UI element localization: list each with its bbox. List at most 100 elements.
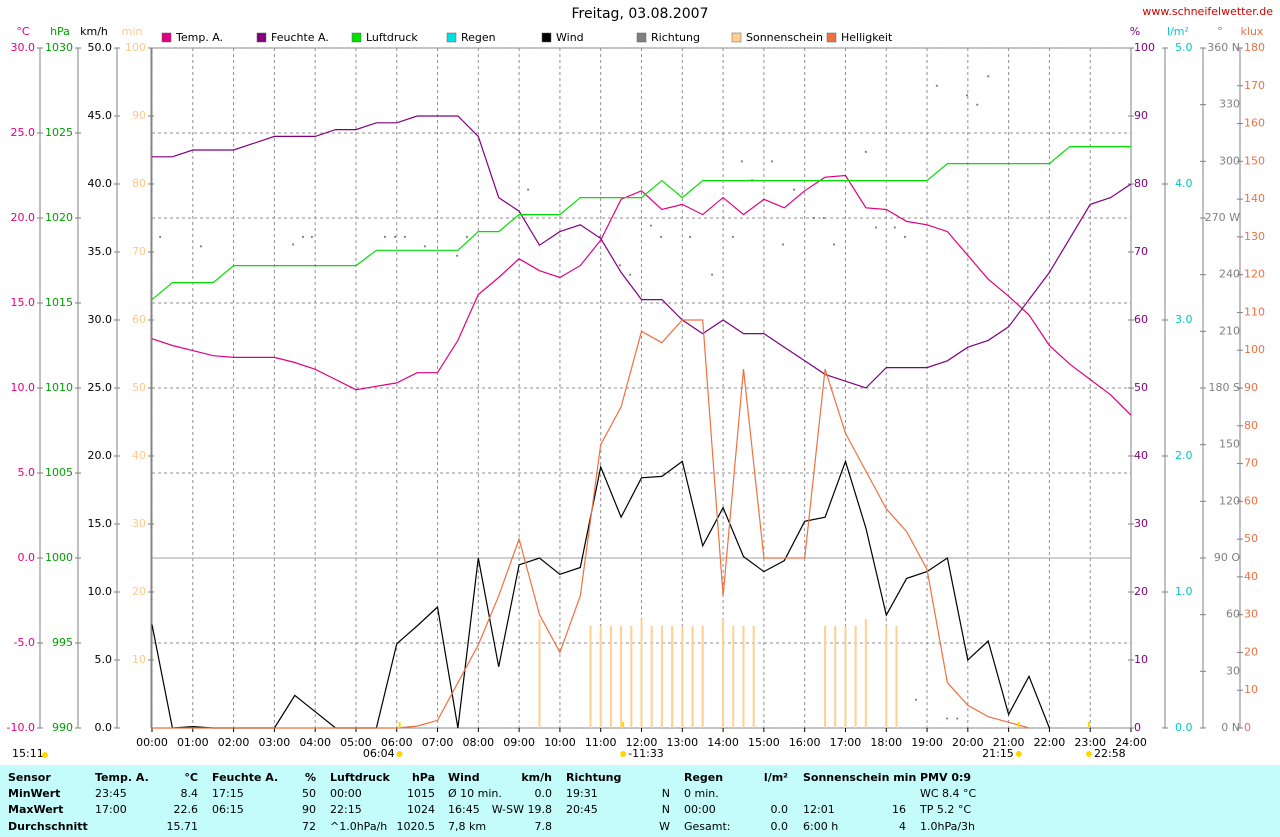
sunshine-bar [640, 619, 643, 728]
y-tick-label: -5.0 [14, 636, 35, 649]
legend-swatch [161, 32, 172, 43]
x-tick-label: 10:00 [544, 736, 576, 749]
table-cell: °C [184, 771, 198, 784]
y-tick-label: 40.0 [88, 177, 113, 190]
annotation: 22:58 [1094, 747, 1126, 760]
table-cell: WC 8.4 °C [920, 787, 977, 800]
y-tick-label: 25.0 [11, 126, 36, 139]
y-tick-label: 1030 [45, 41, 73, 54]
table-cell: 22:15 [330, 803, 362, 816]
y-tick-label: 90 [132, 109, 146, 122]
table-cell: km/h [521, 771, 552, 784]
x-tick-label: 19:00 [911, 736, 943, 749]
table-cell: 0.0 [771, 820, 789, 833]
sunshine-bar [671, 626, 674, 728]
table-cell: 23:45 [95, 787, 127, 800]
y-tick-label: 1005 [45, 466, 73, 479]
y-tick-label: 50 [1134, 381, 1148, 394]
legend-label: Regen [461, 31, 496, 44]
table-cell: Sensor [8, 771, 51, 784]
y-tick-label: 30 [1134, 517, 1148, 530]
sunshine-bar [701, 626, 704, 728]
sunshine-bar [824, 626, 827, 728]
x-tick-label: 21:00 [993, 736, 1025, 749]
y-tick-label: 30 [1244, 608, 1258, 621]
direction-dot [292, 243, 295, 246]
y-tick-label: 70 [1134, 245, 1148, 258]
y-tick-label: 10 [132, 653, 146, 666]
y-tick-label: 10 [1134, 653, 1148, 666]
x-tick-label: 06:00 [381, 736, 413, 749]
direction-dot [914, 698, 918, 701]
y-tick-label: 1025 [45, 126, 73, 139]
series-line [151, 174, 1132, 416]
table-cell: 15.71 [167, 820, 199, 833]
source-link[interactable]: www.schneifelwetter.de [1142, 5, 1273, 18]
sunshine-bar [650, 626, 653, 728]
sunshine-bar [864, 619, 867, 728]
y-tick-label: 180 [1244, 41, 1265, 54]
y-tick-label: 1.0 [1175, 585, 1193, 598]
sunshine-bar [691, 626, 694, 728]
direction-dot [874, 226, 878, 229]
sunshine-bar [742, 626, 745, 728]
y-tick-label: 120 [1219, 494, 1240, 507]
y-tick-label: 360 N [1207, 41, 1240, 54]
direction-dot [394, 235, 397, 238]
table-cell: 7,8 km [448, 820, 486, 833]
direction-dot [710, 273, 714, 276]
table-cell: % [305, 771, 316, 784]
y-tick-label: 30.0 [88, 313, 113, 326]
y-tick-label: 0.0 [1175, 721, 1193, 734]
x-tick-label: 02:00 [218, 736, 250, 749]
sunshine-bar [589, 626, 592, 728]
table-cell: Sonnenschein min [803, 771, 916, 784]
y-tick-label: 30.0 [11, 41, 36, 54]
y-tick-label: 80 [132, 177, 146, 190]
y-tick-label: 160 [1244, 117, 1265, 130]
x-tick-label: 12:00 [626, 736, 658, 749]
sunshine-bar [620, 626, 623, 728]
y-tick-label: 1015 [45, 296, 73, 309]
table-cell: Feuchte A. [212, 771, 278, 784]
y-tick-label: 45.0 [88, 109, 113, 122]
sunshine-bar [599, 626, 602, 728]
legend-swatch [731, 32, 742, 43]
table-cell: 06:15 [212, 803, 244, 816]
direction-dot [935, 84, 938, 87]
table-cell: Gesamt: [684, 820, 731, 833]
sunshine-bar [834, 626, 837, 728]
direction-dot [199, 245, 203, 248]
series-line [151, 146, 1131, 301]
table-cell: 90 [302, 803, 316, 816]
table-cell: W [659, 820, 670, 833]
x-tick-label: 09:00 [503, 736, 535, 749]
y-tick-label: 15.0 [11, 296, 36, 309]
direction-dot [770, 160, 774, 163]
y-tick-label: 1000 [45, 551, 73, 564]
y-tick-label: 5.0 [95, 653, 113, 666]
direction-dot [945, 717, 949, 720]
direction-dot [822, 216, 825, 220]
y-tick-label: 10 [1244, 683, 1258, 696]
y-tick-label: 100 [1244, 343, 1265, 356]
table-cell: 0.0 [771, 803, 789, 816]
table-cell: N [662, 803, 670, 816]
legend-label: Sonnenschein [746, 31, 823, 44]
x-tick-label: 11:00 [585, 736, 617, 749]
y-tick-label: 40 [1134, 449, 1148, 462]
table-cell: 6:00 h [803, 820, 838, 833]
legend-label: Helligkeit [841, 31, 893, 44]
y-tick-label: 130 [1244, 230, 1265, 243]
direction-dot [628, 273, 632, 276]
y-tick-label: 90 [1244, 381, 1258, 394]
sunshine-bar [538, 619, 541, 728]
table-cell: 12:01 [803, 803, 835, 816]
y-tick-label: 0 [1134, 721, 1141, 734]
x-tick-label: 23:00 [1074, 736, 1106, 749]
table-cell: Ø 10 min. [448, 787, 502, 800]
table-cell: 7.8 [535, 820, 553, 833]
axis-unit: min [122, 25, 143, 38]
table-cell: 4 [899, 820, 906, 833]
